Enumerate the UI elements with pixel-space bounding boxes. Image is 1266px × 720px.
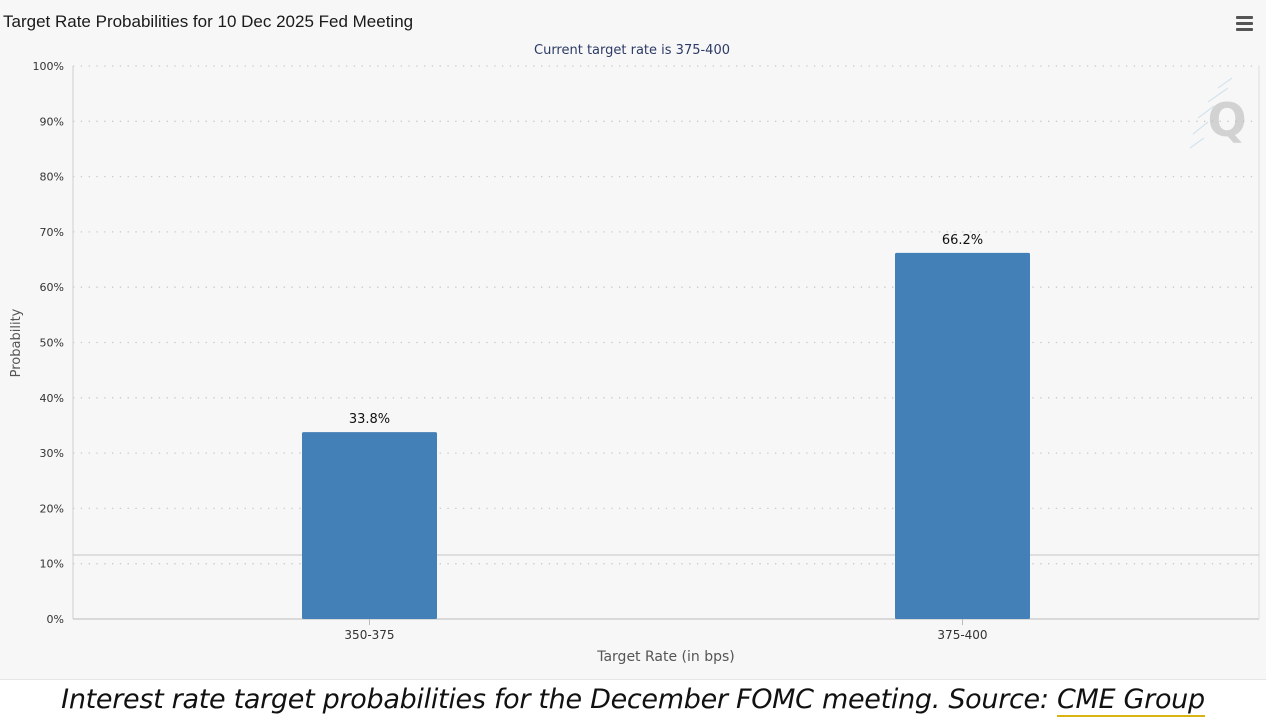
- x-axis-title: Target Rate (in bps): [596, 649, 735, 665]
- q-logo-icon: Q: [1189, 77, 1247, 149]
- chart-container: Target Rate Probabilities for 10 Dec 202…: [0, 12, 1266, 680]
- bar-350-375[interactable]: [302, 432, 437, 619]
- bars: [302, 252, 1030, 619]
- caption-text: Interest rate target probabilities for t…: [61, 684, 1057, 715]
- data-label: 33.8%: [349, 412, 390, 427]
- data-label: 66.2%: [942, 233, 983, 248]
- y-tick-label: 40%: [40, 392, 64, 405]
- hamburger-menu-icon[interactable]: [1233, 16, 1257, 38]
- y-tick-label: 50%: [40, 337, 64, 350]
- grid-lines: [73, 65, 1259, 565]
- y-tick-label: 60%: [40, 281, 64, 294]
- bar-375-400[interactable]: [895, 252, 1030, 619]
- figure-caption: Interest rate target probabilities for t…: [0, 680, 1266, 720]
- y-tick-label: 80%: [40, 171, 64, 184]
- chart-svg: Current target rate is 375-400 0% 10% 20% 3…: [9, 43, 1260, 665]
- y-tick-label: 20%: [40, 502, 64, 515]
- y-tick-label: 0%: [47, 613, 64, 626]
- y-tick-label: 10%: [40, 558, 64, 571]
- x-tick-label: 350-375: [344, 628, 394, 642]
- chart-title: Target Rate Probabilities for 10 Dec 202…: [3, 12, 414, 31]
- y-axis-title: Probability: [9, 308, 24, 377]
- source-link[interactable]: CME Group: [1056, 684, 1205, 717]
- y-tick-label: 30%: [40, 447, 64, 460]
- y-axis-ticks: 0% 10% 20% 30% 40% 50% 60% 70% 80% 90% 100%: [33, 60, 64, 626]
- chart-subtitle: Current target rate is 375-400: [534, 43, 730, 58]
- x-tick-label: 375-400: [937, 628, 987, 642]
- data-labels: 33.8% 66.2%: [349, 233, 983, 427]
- y-tick-label: 100%: [33, 60, 64, 73]
- x-axis-ticks: 350-375 375-400: [344, 619, 988, 642]
- y-tick-label: 70%: [40, 226, 64, 239]
- svg-text:Q: Q: [1207, 93, 1246, 147]
- y-tick-label: 90%: [40, 115, 64, 128]
